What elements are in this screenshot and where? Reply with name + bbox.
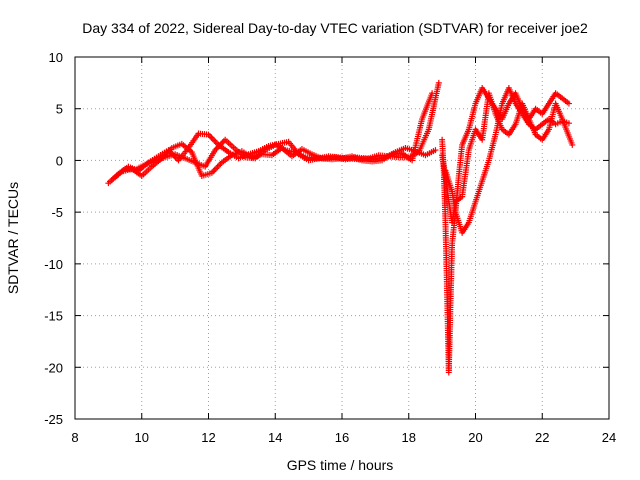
x-tick-label: 22 [535, 430, 549, 445]
y-tick-label: -25 [44, 412, 63, 427]
series-track-c [112, 136, 439, 180]
y-tick-label: 0 [56, 153, 63, 168]
x-tick-label: 14 [268, 430, 282, 445]
y-tick-label: -15 [44, 309, 63, 324]
data-point [435, 79, 442, 86]
x-axis-label: GPS time / hours [287, 457, 394, 473]
data-point [432, 147, 439, 154]
x-tick-label: 10 [135, 430, 149, 445]
y-tick-label: -10 [44, 257, 63, 272]
y-tick-label: -20 [44, 360, 63, 375]
x-tick-label: 12 [201, 430, 215, 445]
data-points [105, 79, 576, 376]
x-tick-label: 24 [602, 430, 616, 445]
chart-title: Day 334 of 2022, Sidereal Day-to-day VTE… [82, 20, 588, 36]
data-point [565, 100, 572, 107]
data-point [565, 120, 572, 127]
x-tick-label: 20 [468, 430, 482, 445]
data-point [429, 90, 436, 97]
y-axis-label: SDTVAR / TECUs [5, 182, 21, 294]
series-track-f [439, 90, 576, 226]
y-tick-label: 5 [56, 102, 63, 117]
x-tick-label: 18 [402, 430, 416, 445]
y-tick-label: 10 [49, 50, 63, 65]
x-tick-label: 16 [335, 430, 349, 445]
data-point [569, 141, 576, 148]
ticks [74, 56, 610, 420]
y-tick-label: -5 [51, 205, 63, 220]
tick-labels: 8 10 12 14 16 18 20 22 24 -25 -20 -15 -10 -5 0 5 10 [44, 50, 616, 445]
x-tick-label: 8 [71, 430, 78, 445]
plot-frame [74, 56, 610, 420]
